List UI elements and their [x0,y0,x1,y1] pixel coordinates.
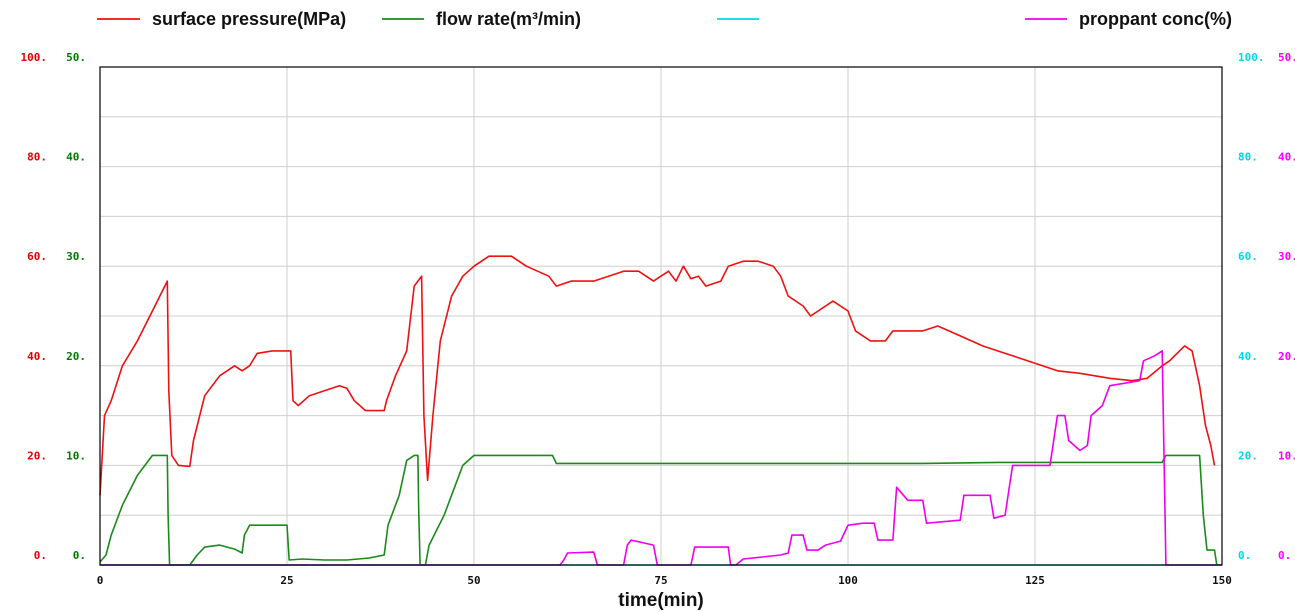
y-tick-label-density: 40. [1238,350,1258,363]
y-tick-label-conc: 0. [1278,549,1291,562]
grid [100,67,1222,565]
x-tick-label: 50 [467,574,480,587]
legend-item: proppant conc(%) [1025,9,1232,29]
legend-item: flow rate(m³/min) [382,9,581,29]
y-tick-label-conc: 10. [1278,449,1295,462]
y-tick-label-pressure: 20. [27,449,47,462]
plot-area-frame [99,66,1223,566]
y-tick-label-rate: 20. [66,350,86,363]
y-tick-label-conc: 30. [1278,250,1295,263]
series-line-proppant-conc [100,350,1222,566]
y-tick-label-pressure: 80. [27,151,47,164]
x-tick-label: 75 [654,574,667,587]
y-tick-label-density: 60. [1238,250,1258,263]
series-line-flow-rate [99,454,1218,566]
legend-label: flow rate(m³/min) [436,9,581,29]
legend-label: proppant conc(%) [1079,9,1232,29]
y-tick-label-rate: 10. [66,449,86,462]
y-tick-label-density: 0. [1238,549,1251,562]
x-tick-label: 150 [1212,574,1232,587]
x-tick-label: 125 [1025,574,1045,587]
x-axis-label: time(min) [618,590,704,611]
y-tick-label-pressure: 60. [27,250,47,263]
y-tick-label-pressure: 0. [34,549,47,562]
y-tick-label-rate: 0. [73,549,86,562]
legend: surface pressure(MPa) flow rate(m³/min) pr… [97,9,1232,29]
y-tick-label-conc: 50. [1278,51,1295,64]
y-tick-label-conc: 20. [1278,350,1295,363]
axes: 0. 20. 40. 60. 80. 100. 0. 10. 20. 30. 40. 50. 0. 20.… [21,51,1295,587]
x-tick-label: 0 [97,574,104,587]
y-tick-label-rate: 40. [66,151,86,164]
y-tick-label-rate: 30. [66,250,86,263]
y-tick-label-conc: 40. [1278,151,1295,164]
x-tick-label: 25 [280,574,293,587]
legend-item: surface pressure(MPa) [97,9,346,29]
y-tick-label-density: 20. [1238,449,1258,462]
y-tick-label-pressure: 40. [27,350,47,363]
y-tick-label-density: 100. [1238,51,1265,64]
x-tick-label: 100 [838,574,858,587]
y-tick-label-density: 80. [1238,151,1258,164]
y-tick-label-rate: 50. [66,51,86,64]
y-tick-label-pressure: 100. [21,51,48,64]
legend-label: surface pressure(MPa) [152,9,346,29]
series-line-surface-pressure [99,255,1216,496]
